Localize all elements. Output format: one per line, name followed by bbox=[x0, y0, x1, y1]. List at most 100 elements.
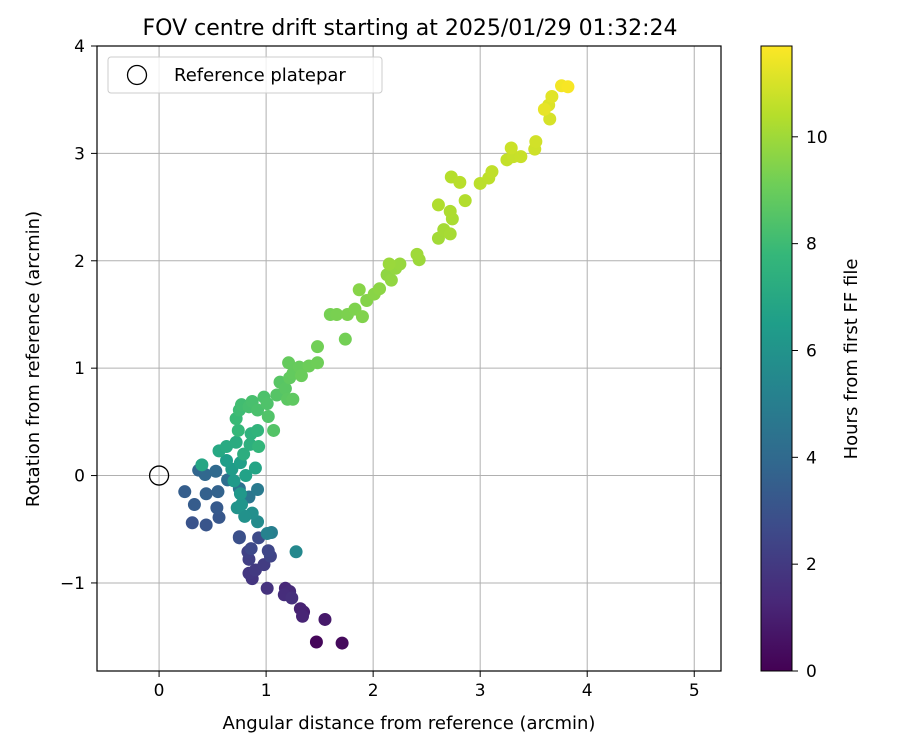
data-point bbox=[318, 612, 332, 626]
data-point bbox=[537, 102, 551, 116]
data-point bbox=[199, 518, 213, 532]
y-tick-label: −1 bbox=[60, 574, 85, 594]
legend: Reference platepar bbox=[107, 56, 383, 94]
data-point bbox=[431, 198, 445, 212]
data-point bbox=[248, 461, 262, 475]
y-axis-label: Rotation from reference (arcmin) bbox=[23, 211, 44, 507]
legend-box bbox=[107, 56, 383, 94]
x-tick-label: 5 bbox=[689, 681, 700, 701]
data-point bbox=[294, 369, 308, 383]
data-point bbox=[278, 382, 292, 396]
data-point bbox=[232, 531, 246, 545]
data-point bbox=[260, 581, 274, 595]
data-point bbox=[260, 397, 274, 411]
data-point bbox=[195, 458, 209, 472]
data-point bbox=[282, 356, 296, 370]
data-point bbox=[220, 454, 234, 468]
reference-platepar-marker bbox=[148, 465, 170, 486]
data-point bbox=[443, 227, 457, 241]
data-point bbox=[529, 135, 543, 149]
data-point bbox=[267, 423, 281, 437]
data-point bbox=[514, 150, 528, 164]
data-point bbox=[233, 487, 247, 501]
plot-frame bbox=[96, 45, 722, 672]
data-point bbox=[355, 310, 369, 324]
data-point bbox=[382, 257, 396, 271]
data-point bbox=[485, 165, 499, 179]
data-point bbox=[504, 141, 518, 155]
data-point bbox=[229, 435, 243, 449]
y-tick-label: 1 bbox=[74, 359, 85, 379]
legend-open-circle-marker bbox=[126, 64, 148, 86]
data-point bbox=[310, 356, 324, 370]
data-point bbox=[289, 545, 303, 559]
data-point bbox=[453, 175, 467, 189]
x-axis-label: Angular distance from reference (arcmin) bbox=[223, 713, 596, 734]
colorbar-tick-label: 4 bbox=[806, 448, 817, 468]
legend-label: Reference platepar bbox=[174, 65, 346, 86]
data-point bbox=[227, 474, 241, 488]
y-tick-label: 3 bbox=[74, 144, 85, 164]
data-point bbox=[239, 469, 253, 483]
chart-title: FOV centre drift starting at 2025/01/29 … bbox=[143, 16, 678, 41]
data-point bbox=[443, 204, 457, 218]
y-tick-label: 2 bbox=[74, 252, 85, 272]
data-point bbox=[261, 544, 275, 558]
x-tick-label: 4 bbox=[582, 681, 593, 701]
data-point bbox=[185, 516, 199, 530]
data-point bbox=[244, 542, 258, 556]
x-tick-label: 3 bbox=[475, 681, 486, 701]
reference-marker-group bbox=[148, 465, 170, 486]
data-point bbox=[261, 409, 275, 423]
colorbar bbox=[761, 46, 792, 671]
data-point bbox=[393, 257, 407, 271]
data-point bbox=[384, 273, 398, 287]
y-axis-ticks: −1 0 1 2 3 4 bbox=[60, 37, 97, 594]
y-tick-label: 0 bbox=[74, 467, 85, 487]
data-point bbox=[458, 194, 472, 208]
data-point bbox=[211, 485, 225, 499]
y-tick-label: 4 bbox=[74, 37, 85, 57]
colorbar-ticks: 0 2 4 6 8 10 bbox=[792, 128, 828, 682]
data-point bbox=[335, 636, 349, 650]
data-point bbox=[231, 423, 245, 437]
data-point bbox=[252, 440, 266, 454]
data-point bbox=[238, 509, 252, 523]
data-point bbox=[561, 80, 575, 94]
data-point bbox=[373, 282, 387, 296]
data-point bbox=[251, 423, 265, 437]
data-point bbox=[209, 464, 223, 478]
data-point bbox=[210, 501, 224, 515]
data-point bbox=[237, 447, 251, 461]
data-point bbox=[309, 635, 323, 649]
x-axis-ticks: 0 1 2 3 4 5 bbox=[154, 671, 700, 701]
data-points bbox=[178, 79, 575, 650]
colorbar-tick-label: 0 bbox=[806, 662, 817, 682]
data-point bbox=[260, 527, 274, 541]
data-point bbox=[251, 403, 265, 417]
data-point bbox=[296, 609, 310, 623]
colorbar-label: Hours from first FF file bbox=[841, 259, 862, 460]
x-tick-label: 0 bbox=[154, 681, 165, 701]
colorbar-tick-label: 6 bbox=[806, 341, 817, 361]
data-point bbox=[352, 283, 366, 297]
x-tick-label: 1 bbox=[261, 681, 272, 701]
data-point bbox=[286, 392, 300, 406]
x-tick-label: 2 bbox=[368, 681, 379, 701]
data-point bbox=[234, 498, 248, 512]
data-point bbox=[212, 510, 226, 524]
colorbar-tick-label: 8 bbox=[806, 235, 817, 255]
data-point bbox=[410, 247, 424, 261]
data-point bbox=[285, 591, 299, 605]
data-point bbox=[178, 485, 192, 499]
data-point bbox=[310, 340, 324, 354]
data-point bbox=[199, 487, 213, 501]
data-point bbox=[330, 307, 344, 321]
colorbar-tick-label: 10 bbox=[806, 128, 828, 148]
colorbar-frame bbox=[760, 45, 793, 672]
data-point bbox=[338, 332, 352, 346]
colorbar-tick-label: 2 bbox=[806, 555, 817, 575]
